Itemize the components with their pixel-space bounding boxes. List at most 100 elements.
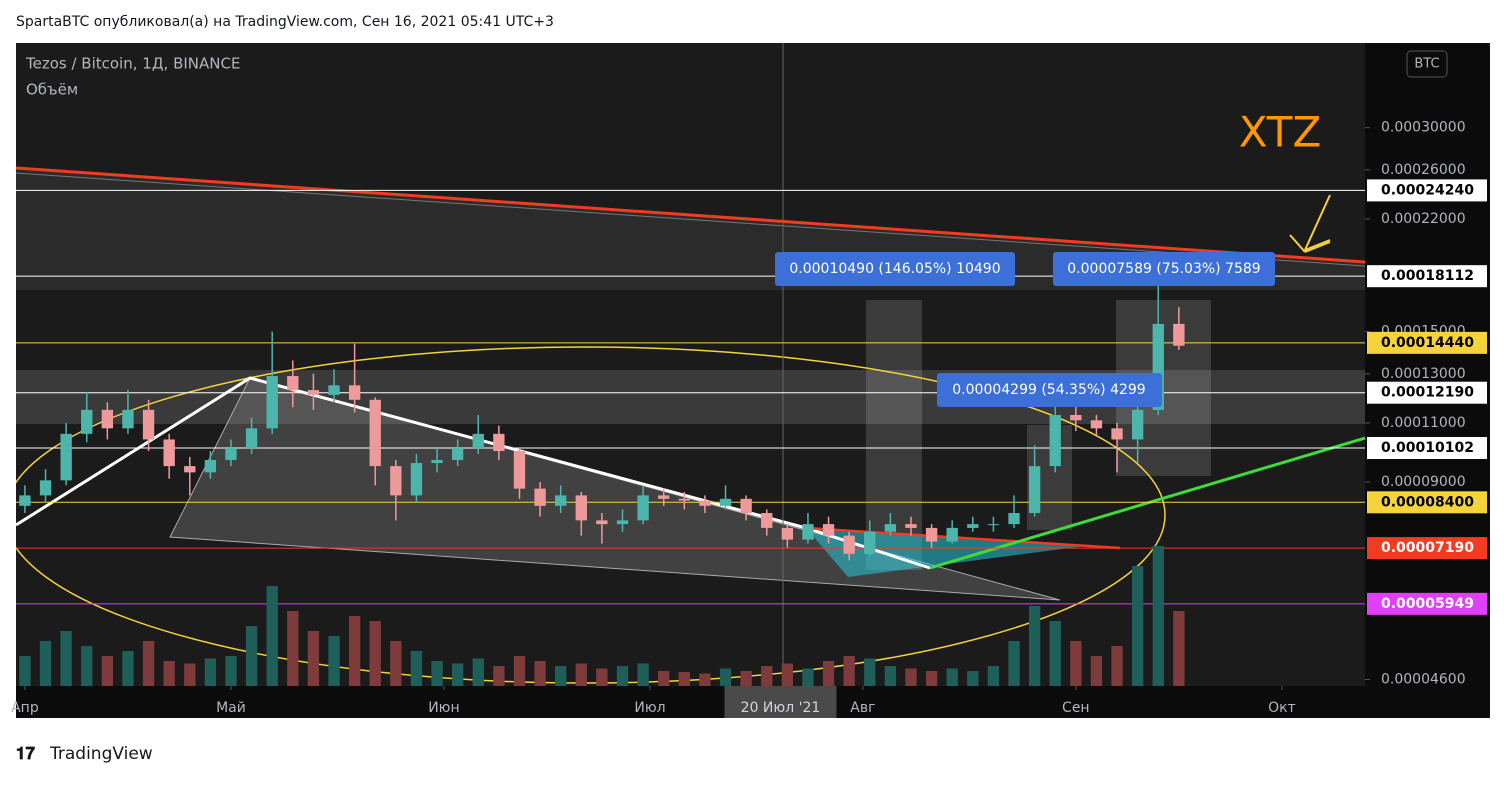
y-tick-label: 0.00011000 xyxy=(1381,415,1466,431)
volume-bar xyxy=(307,631,320,686)
volume-bar xyxy=(761,666,773,686)
price-label: 0.00012190 xyxy=(1381,385,1474,401)
volume-bar xyxy=(348,616,361,686)
price-label-box xyxy=(1367,331,1487,354)
candles xyxy=(19,276,1185,561)
candle-body xyxy=(19,495,31,506)
candle-body xyxy=(451,448,464,460)
volume-bar xyxy=(740,671,752,686)
price-label-box xyxy=(1367,265,1487,288)
candle-body xyxy=(163,439,175,467)
price-label-box xyxy=(1367,381,1487,404)
volume-bar xyxy=(204,658,217,686)
trendline xyxy=(929,436,1365,570)
candle-body xyxy=(60,433,72,481)
volume-bar xyxy=(493,666,505,686)
candle-body xyxy=(390,466,402,496)
candle-body xyxy=(555,495,567,506)
volume-bar xyxy=(328,636,340,686)
volume-bar xyxy=(81,646,93,686)
price-label: 0.00010102 xyxy=(1381,440,1474,456)
time-axis xyxy=(16,686,1365,718)
candle-body xyxy=(575,495,587,521)
currency-box xyxy=(1406,50,1448,78)
candle-body xyxy=(1070,415,1082,421)
annotation: 0.00010490 (146.05%) 10490 xyxy=(789,261,1000,277)
arrow xyxy=(1303,194,1331,252)
volume-bar xyxy=(822,661,835,686)
trendline xyxy=(805,526,1121,550)
price-label-box xyxy=(1367,179,1487,202)
volume-bar xyxy=(967,671,979,686)
candle-body xyxy=(719,498,732,506)
candle-body xyxy=(967,524,979,528)
volume-bar xyxy=(946,668,958,686)
volume-bar xyxy=(39,641,52,686)
volume-bar xyxy=(184,663,196,686)
volume-bar xyxy=(245,626,258,686)
price-label-box xyxy=(1367,537,1487,560)
volume-bar xyxy=(1028,606,1041,686)
annotation-box xyxy=(775,252,1015,286)
volume-bar xyxy=(122,651,134,686)
candle-body xyxy=(1131,409,1144,440)
volume-bar xyxy=(596,668,608,686)
candle-body xyxy=(884,524,897,532)
volume-bar xyxy=(781,663,794,686)
candle-body xyxy=(822,524,835,536)
candle-body xyxy=(81,409,93,434)
volume-bar xyxy=(451,663,464,686)
triangle xyxy=(806,528,1085,577)
candle-body xyxy=(39,480,52,496)
x-tick-label: Апр xyxy=(11,700,39,716)
candle-body xyxy=(1049,415,1061,467)
volume-bar xyxy=(534,661,546,686)
candle-body xyxy=(369,399,381,467)
candle-body xyxy=(493,433,505,451)
y-tick-label: 0.00004600 xyxy=(1381,672,1466,688)
volume-bar xyxy=(719,668,732,686)
candle-body xyxy=(1152,323,1164,410)
x-tick-label: Июл xyxy=(634,700,665,716)
annotation-box xyxy=(1053,252,1275,286)
crosshair-label: 20 Июл '21 xyxy=(741,700,821,716)
candle-body xyxy=(946,527,958,542)
volume-bar xyxy=(19,656,31,686)
candle-body xyxy=(410,463,423,496)
candle-body xyxy=(699,500,711,506)
price-label-box xyxy=(1367,592,1487,615)
price-label: 0.00007190 xyxy=(1381,540,1474,556)
x-tick-label: Июн xyxy=(428,700,459,716)
logo-mark: 𝟏𝟕 xyxy=(16,744,35,764)
header: SpartaBTC опубликовал(а) на TradingView.… xyxy=(16,14,554,30)
candle-body xyxy=(1111,428,1123,440)
volume-bar xyxy=(410,651,423,686)
price-label: 0.00014440 xyxy=(1381,335,1474,351)
volume-bar xyxy=(163,661,175,686)
volume-bar xyxy=(1049,621,1061,686)
volume-bar xyxy=(1131,566,1144,686)
candle-body xyxy=(348,385,361,400)
volume-bar xyxy=(884,666,897,686)
indicator-label: Объём xyxy=(26,81,78,99)
annotation: 0.00007589 (75.03%) 7589 xyxy=(1067,261,1260,277)
volume-bar xyxy=(472,658,484,686)
candle-body xyxy=(472,433,484,449)
candle-body xyxy=(637,495,649,521)
volume-bar xyxy=(658,671,670,686)
x-tick-label: Окт xyxy=(1268,700,1296,716)
candle-body xyxy=(864,531,876,554)
candle-body xyxy=(761,513,773,528)
volume-bar xyxy=(925,671,938,686)
price-label-box xyxy=(1367,491,1487,514)
candle-body xyxy=(101,409,114,429)
price-label: 0.00008400 xyxy=(1381,494,1474,510)
candle-body xyxy=(245,428,258,449)
candle-body xyxy=(658,495,670,499)
candle-body xyxy=(1090,420,1103,429)
price-label: 0.00024240 xyxy=(1381,182,1474,198)
annotation: 0.00004299 (54.35%) 4299 xyxy=(952,382,1145,398)
candle-body xyxy=(328,385,340,395)
volume-bar xyxy=(142,641,155,686)
